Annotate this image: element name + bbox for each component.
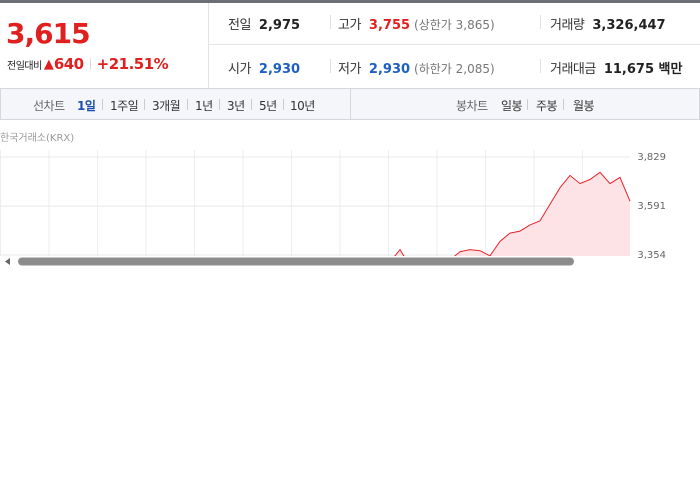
source-label: 한국거래소(KRX)	[0, 132, 74, 144]
y-tick-label: 3,829	[637, 152, 666, 163]
period-button[interactable]: 10년	[290, 99, 315, 113]
period-button[interactable]: 1년	[195, 99, 213, 113]
period-button[interactable]: 3년	[227, 99, 245, 113]
period-button[interactable]: 주봉	[536, 99, 558, 113]
y-tick-label: 3,354	[637, 250, 666, 261]
stat: 시가 2,930	[228, 58, 300, 77]
price-line	[393, 171, 631, 257]
col-divider	[330, 59, 331, 73]
separator	[563, 99, 564, 110]
separator	[219, 99, 220, 110]
col-divider	[330, 15, 331, 29]
stat: 고가 3,755 (상한가 3,865)	[338, 14, 495, 33]
separator	[89, 58, 91, 70]
change-row: 전일대비 ▲ 640 +21.51%	[7, 55, 169, 73]
scrollbar-thumb[interactable]	[18, 257, 574, 266]
price-box: 3,615 전일대비 ▲ 640 +21.51%	[0, 3, 209, 88]
stat: 거래대금 11,675 백만	[550, 58, 682, 77]
stat-label: 저가	[338, 62, 361, 77]
separator	[527, 99, 528, 110]
change-label: 전일대비	[7, 60, 42, 72]
stat-value: 3,326,447	[592, 18, 666, 33]
stat-label: 거래대금	[550, 62, 596, 77]
plot-area	[0, 150, 631, 257]
stat-label: 전일	[228, 18, 251, 33]
row-divider	[209, 44, 700, 45]
candle-chart-label: 봉차트	[456, 99, 488, 113]
separator	[251, 99, 252, 110]
separator	[187, 99, 188, 110]
stat-value: 2,930	[368, 62, 411, 77]
separator	[144, 99, 145, 110]
toolbar-divider	[350, 89, 351, 119]
up-icon: ▲	[43, 56, 54, 72]
stat-note: (상한가 3,865)	[414, 18, 495, 32]
stat-value: 2,930	[258, 62, 301, 77]
stat-value: 2,975	[258, 18, 301, 33]
change-percent: +21.51%	[96, 55, 169, 73]
period-button[interactable]: 1주일	[110, 99, 139, 113]
stat-label: 고가	[338, 18, 361, 33]
period-button[interactable]: 5년	[259, 99, 277, 113]
line-chart-label: 선차트	[33, 99, 65, 113]
separator	[283, 99, 284, 110]
price-area	[394, 172, 630, 257]
stat-label: 거래량	[550, 18, 585, 33]
period-button[interactable]: 월봉	[573, 99, 595, 113]
stat: 거래량 3,326,447	[550, 14, 666, 33]
current-price: 3,615	[6, 17, 91, 50]
top-border	[0, 0, 700, 3]
stat-label: 시가	[228, 62, 251, 77]
price-chart: 한국거래소(KRX) 3,829 3,591 3,354	[0, 132, 700, 270]
stat: 저가 2,930 (하한가 2,085)	[338, 58, 495, 77]
stat-value: 3,755	[368, 18, 411, 33]
change-amount: 640	[53, 55, 84, 73]
stat-value: 11,675 백만	[603, 62, 683, 77]
stat: 전일 2,975	[228, 14, 300, 33]
period-button[interactable]: 3개월	[152, 99, 181, 113]
col-divider	[540, 59, 541, 73]
stat-note: (하한가 2,085)	[414, 62, 495, 76]
col-divider	[540, 15, 541, 29]
scroll-arrow[interactable]	[5, 258, 10, 265]
separator	[102, 99, 103, 110]
chart-toolbar: 선차트 1일 1주일 3개월 1년 3년 5년 10년 봉차트 일봉 주봉 월봉	[0, 88, 700, 120]
period-button[interactable]: 1일	[77, 99, 96, 113]
period-button[interactable]: 일봉	[501, 99, 523, 113]
y-tick-label: 3,591	[637, 201, 666, 212]
